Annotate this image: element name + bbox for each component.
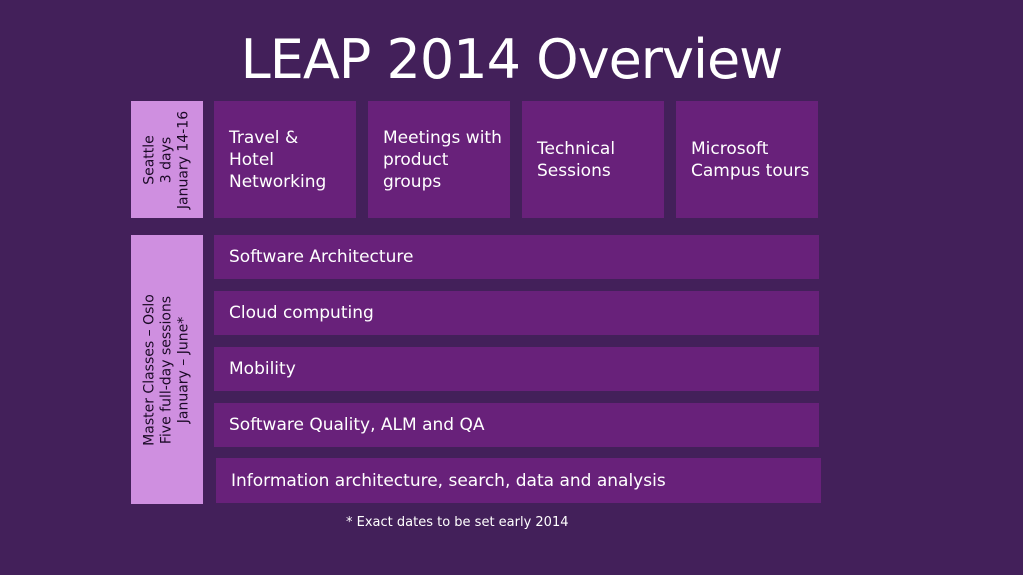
slide-title: LEAP 2014 Overview bbox=[240, 28, 784, 91]
session-bar: Cloud computing bbox=[214, 291, 819, 335]
master-classes-label-line: Master Classes – Oslo bbox=[141, 293, 158, 446]
seattle-tile-label: Microsoft Campus tours bbox=[691, 138, 810, 181]
session-label: Information architecture, search, data a… bbox=[231, 470, 666, 491]
seattle-label-line: Seattle bbox=[141, 134, 158, 185]
seattle-tile: Technical Sessions bbox=[522, 101, 664, 218]
seattle-tile-label: Technical Sessions bbox=[537, 138, 616, 181]
seattle-tile: Travel & Hotel Networking bbox=[214, 101, 356, 218]
session-label: Mobility bbox=[229, 359, 296, 379]
master-classes-label-text: Master Classes – Oslo Five full-day sess… bbox=[142, 294, 193, 446]
footnote: * Exact dates to be set early 2014 bbox=[346, 515, 569, 530]
seattle-tile-label: Meetings with product groups bbox=[383, 127, 502, 192]
master-classes-label-panel: Master Classes – Oslo Five full-day sess… bbox=[131, 235, 203, 504]
master-classes-label-line: January – June* bbox=[175, 316, 192, 423]
seattle-label-line: January 14-16 bbox=[175, 110, 192, 209]
seattle-tile: Microsoft Campus tours bbox=[676, 101, 818, 218]
session-bar: Software Architecture bbox=[214, 235, 819, 279]
session-label: Software Architecture bbox=[229, 247, 414, 267]
seattle-label-panel: Seattle 3 days January 14-16 bbox=[131, 101, 203, 218]
seattle-tile: Meetings with product groups bbox=[368, 101, 510, 218]
session-bar: Information architecture, search, data a… bbox=[216, 458, 821, 503]
seattle-label-line: 3 days bbox=[158, 136, 175, 183]
seattle-label-text: Seattle 3 days January 14-16 bbox=[142, 110, 193, 208]
session-bar: Software Quality, ALM and QA bbox=[214, 403, 819, 447]
master-classes-label-line: Five full-day sessions bbox=[158, 295, 175, 444]
session-bar: Mobility bbox=[214, 347, 819, 391]
seattle-tile-label: Travel & Hotel Networking bbox=[229, 127, 327, 192]
session-label: Software Quality, ALM and QA bbox=[229, 415, 485, 435]
session-label: Cloud computing bbox=[229, 303, 374, 323]
